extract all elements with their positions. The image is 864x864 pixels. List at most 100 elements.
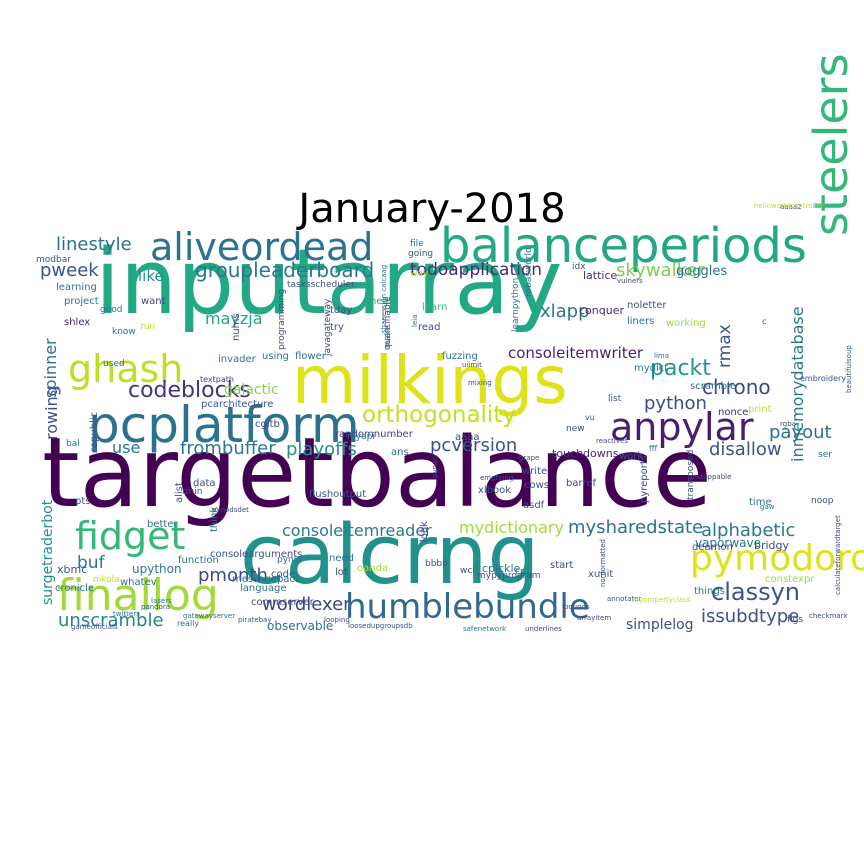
word-want: want	[141, 296, 166, 307]
word-tasksscheduler: tasksscheduler	[287, 280, 355, 290]
word-milkings: milkings	[292, 342, 568, 419]
word-classyn: classyn	[711, 578, 800, 606]
word-figs: figs	[787, 615, 804, 625]
word-wordlexer: wordlexer	[262, 594, 351, 615]
word-code: code	[271, 569, 296, 580]
word-write: write	[522, 466, 548, 477]
word-safenetwork: safenetwork	[463, 625, 507, 633]
word-pweek: pweek	[40, 260, 99, 281]
word-flushoutput: flushoutput	[309, 489, 367, 500]
word-anpylar: anpylar	[610, 405, 754, 449]
word-goggles: goggles	[676, 264, 728, 279]
word-modbar: modbar	[36, 255, 71, 265]
word-embroidery: embroidery	[800, 374, 847, 383]
word-pyreports: pyreports	[639, 454, 650, 503]
word-noop: noop	[811, 496, 834, 506]
word-bal: bal	[66, 439, 80, 449]
word-disallow: disallow	[709, 439, 782, 460]
word-bridgy: bridgy	[754, 539, 790, 552]
word-annotator: annotator	[607, 595, 642, 603]
word-vaporwave: vaporwave	[695, 536, 761, 550]
word-invader: invader	[218, 354, 256, 365]
word-randomnumber: randomnumber	[335, 429, 413, 440]
word-use: use	[112, 438, 141, 457]
word-python: python	[644, 393, 707, 414]
word-gaw: gaw	[760, 503, 775, 511]
word-mixing: mixing	[468, 379, 492, 387]
word-javagateway: javagateway	[323, 298, 333, 356]
word-pynio: pynio	[277, 555, 302, 565]
word-aliveordead: aliveordead	[150, 225, 374, 269]
word-simplelog: simplelog	[626, 617, 694, 633]
word-look: look	[419, 521, 430, 542]
word-work: work	[619, 451, 644, 462]
word-textpath: textpath	[200, 375, 234, 384]
word-nonformatted: nonformatted	[599, 538, 607, 587]
word-shlex: shlex	[64, 317, 91, 328]
word-issubdtype: issubdtype	[701, 606, 800, 627]
word-rmax: rmax	[715, 324, 735, 368]
word-run: run	[140, 322, 156, 332]
word-mydict: mydict	[634, 363, 669, 374]
word-looping: looping	[324, 616, 350, 624]
word-try: try	[330, 322, 344, 333]
word-pymodoro: pymodoro	[690, 538, 864, 579]
word-republic: republic	[89, 411, 100, 452]
word-gatewayserver: gatewayserver	[183, 612, 236, 620]
word-ans: ans	[391, 447, 409, 458]
word-frombuffer: frombuffer	[180, 438, 276, 459]
word-ibounds: ibounds	[562, 603, 590, 611]
word-really: really	[177, 619, 200, 628]
word-arrayitem: arrayitem	[577, 614, 612, 622]
word-things: things	[694, 586, 725, 597]
word-myapi: myapi	[347, 432, 375, 442]
word-better: better	[147, 519, 178, 530]
word-pcversion: pcversion	[430, 435, 518, 456]
word-deamon: deamon	[692, 542, 733, 553]
word-observable: observable	[267, 619, 334, 633]
word-unstoppable: unstoppable	[688, 473, 732, 481]
word-like: like	[138, 267, 164, 285]
word-project: project	[64, 296, 99, 307]
word-read: read	[418, 322, 441, 333]
word-upython: upython	[132, 562, 182, 576]
word-mypropertyclass: mypropertyclass	[632, 596, 691, 604]
word-nonce: nonce	[718, 407, 749, 418]
word-twitters: twitters	[113, 610, 140, 618]
word-constexpr: constexpr	[765, 574, 815, 585]
word-pynodsdet: pynodsdet	[212, 506, 249, 514]
word-fidget: fidget	[75, 514, 186, 558]
word-xlapp: xlapp	[540, 301, 590, 322]
word-pcarchitecture: pcarchitecture	[201, 399, 274, 410]
word-function: function	[178, 555, 219, 566]
word-aaaa2: aaaa2	[780, 203, 802, 211]
word-chrono: chrono	[702, 375, 771, 399]
word-finallog: finallog	[57, 570, 219, 621]
word-unscramble: unscramble	[58, 610, 164, 631]
word-linestyle: linestyle	[56, 234, 132, 255]
word-pynaci: pynaci	[431, 454, 439, 478]
word-calculateforwardtarget: calculateforwardtarget	[834, 515, 842, 595]
word-flower: flower	[295, 351, 326, 362]
word-groupleaderboard: groupleaderboard	[195, 258, 375, 282]
word-learning: learning	[56, 282, 97, 293]
word-xbmc: xbmc	[57, 563, 88, 576]
word-surgetraderbot: surgetraderbot	[40, 499, 56, 605]
word-inputarray: inputarray	[95, 230, 563, 335]
word-cows: cows	[524, 480, 550, 491]
word-consoleitemreader: consoleitemreader	[282, 521, 432, 540]
word-lasers: lasers	[151, 597, 172, 605]
word-whatev: whatev	[120, 577, 157, 588]
word-liners: liners	[627, 316, 655, 327]
word-messagepack: messagepack	[232, 574, 301, 585]
word-know: know	[112, 327, 136, 337]
word-file: file	[410, 239, 424, 249]
word-consoleitemwriter: consoleitemwriter	[508, 344, 644, 362]
word-used: used	[103, 359, 125, 369]
word-going: going	[408, 249, 434, 259]
word-list: list	[608, 394, 622, 404]
word-good: good	[100, 305, 123, 315]
word-xlbook: xlbook	[478, 485, 512, 496]
word-gameofficials: gameofficials	[71, 623, 118, 631]
word-ghash: ghash	[68, 347, 184, 391]
